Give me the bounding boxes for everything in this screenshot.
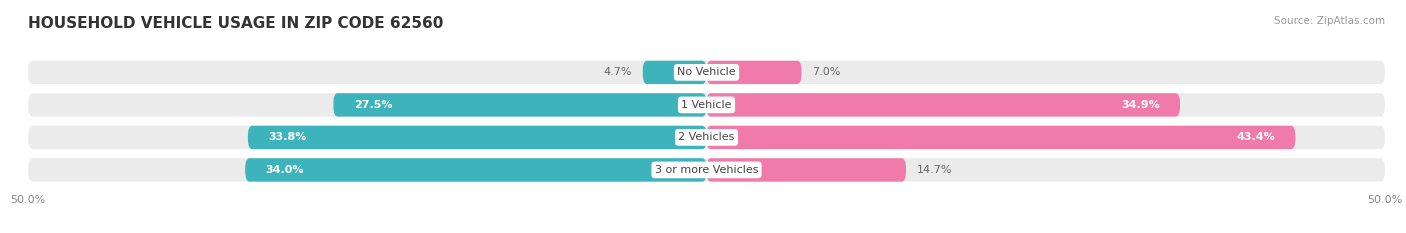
Text: No Vehicle: No Vehicle: [678, 67, 735, 77]
FancyBboxPatch shape: [245, 158, 707, 182]
FancyBboxPatch shape: [707, 61, 801, 84]
FancyBboxPatch shape: [707, 158, 905, 182]
FancyBboxPatch shape: [643, 61, 707, 84]
Text: Source: ZipAtlas.com: Source: ZipAtlas.com: [1274, 16, 1385, 26]
FancyBboxPatch shape: [247, 126, 707, 149]
FancyBboxPatch shape: [28, 93, 1385, 116]
FancyBboxPatch shape: [707, 93, 1180, 116]
Text: 7.0%: 7.0%: [813, 67, 841, 77]
Text: 14.7%: 14.7%: [917, 165, 952, 175]
FancyBboxPatch shape: [333, 93, 707, 116]
FancyBboxPatch shape: [28, 126, 1385, 149]
Text: 33.8%: 33.8%: [269, 132, 307, 142]
FancyBboxPatch shape: [28, 158, 1385, 182]
Text: 1 Vehicle: 1 Vehicle: [682, 100, 731, 110]
FancyBboxPatch shape: [707, 126, 1295, 149]
Text: 34.9%: 34.9%: [1121, 100, 1160, 110]
Text: HOUSEHOLD VEHICLE USAGE IN ZIP CODE 62560: HOUSEHOLD VEHICLE USAGE IN ZIP CODE 6256…: [28, 16, 443, 31]
Text: 43.4%: 43.4%: [1236, 132, 1275, 142]
Text: 3 or more Vehicles: 3 or more Vehicles: [655, 165, 758, 175]
Text: 27.5%: 27.5%: [354, 100, 392, 110]
FancyBboxPatch shape: [28, 61, 1385, 84]
Text: 4.7%: 4.7%: [603, 67, 631, 77]
Text: 2 Vehicles: 2 Vehicles: [678, 132, 735, 142]
Text: 34.0%: 34.0%: [266, 165, 304, 175]
